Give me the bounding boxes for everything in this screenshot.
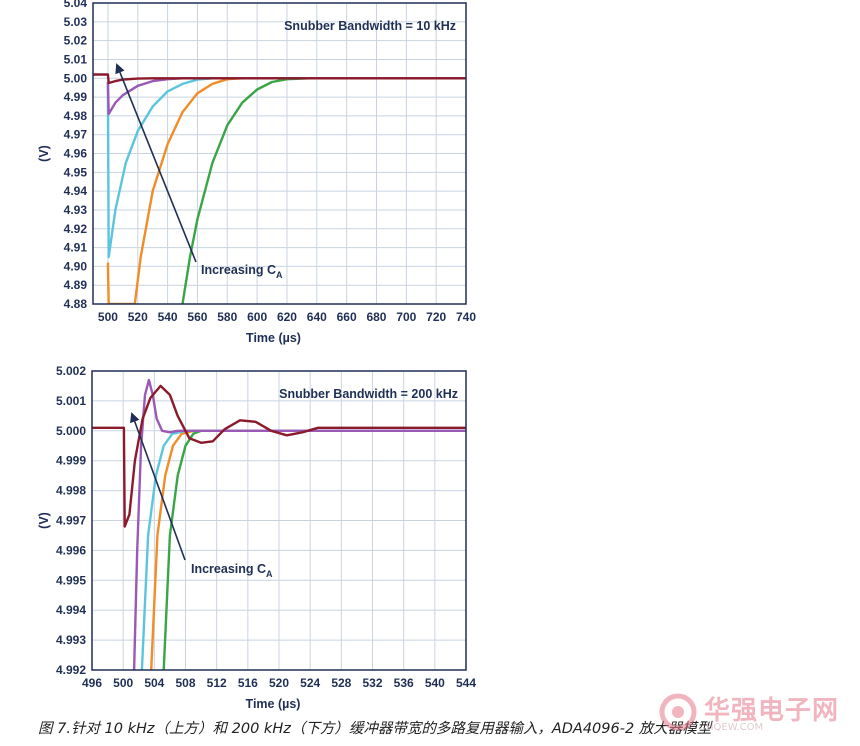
watermark-logo: 华强电子网 HQEW.COM bbox=[656, 690, 856, 740]
x-tick-label: 528 bbox=[331, 676, 351, 690]
y-tick-label: 4.99 bbox=[64, 90, 88, 104]
y-tick-label: 4.998 bbox=[56, 484, 86, 498]
series-line-5 bbox=[93, 73, 466, 85]
y-tick-label: 4.996 bbox=[56, 543, 86, 557]
x-tick-label: 500 bbox=[98, 310, 118, 324]
y-tick-label: 4.94 bbox=[64, 184, 88, 198]
y-tick-label: 4.91 bbox=[64, 241, 88, 255]
y-axis-label: (V) bbox=[37, 512, 51, 529]
x-tick-label: 504 bbox=[144, 676, 164, 690]
y-tick-label: 4.93 bbox=[64, 203, 88, 217]
y-tick-label: 4.999 bbox=[56, 454, 86, 468]
ca-subscript: A bbox=[276, 270, 283, 280]
x-tick-label: 520 bbox=[269, 676, 289, 690]
y-tick-label: 4.92 bbox=[64, 222, 88, 236]
x-tick-label: 524 bbox=[300, 676, 320, 690]
y-tick-label: 5.04 bbox=[64, 0, 88, 10]
x-tick-label: 496 bbox=[82, 676, 102, 690]
figure-caption: 图 7.针对 10 kHz（上方）和 200 kHz（下方）缓冲器带宽的多路复用… bbox=[38, 721, 712, 737]
y-tick-label: 5.002 bbox=[56, 364, 86, 378]
y-tick-label: 4.997 bbox=[56, 514, 86, 528]
x-tick-label: 508 bbox=[175, 676, 195, 690]
y-axis-label: (V) bbox=[37, 145, 51, 162]
y-tick-label: 5.000 bbox=[56, 424, 86, 438]
increasing-ca-arrow bbox=[115, 63, 197, 263]
chart-2: 496 500 504 508 512 516 520 524 528 532 536 540 544 4… bbox=[37, 364, 476, 711]
y-tick-label: 5.03 bbox=[64, 15, 88, 29]
y-tick-label: 4.995 bbox=[56, 573, 86, 587]
watermark-url: HQEW.COM bbox=[706, 722, 764, 733]
y-tick-label: 4.88 bbox=[64, 297, 88, 311]
x-tick-label: 680 bbox=[366, 310, 386, 324]
x-tick-label: 516 bbox=[238, 676, 258, 690]
x-axis-label: Time (µs) bbox=[246, 331, 301, 345]
x-tick-label: 540 bbox=[158, 310, 178, 324]
x-tick-label: 600 bbox=[247, 310, 267, 324]
x-tick-label: 540 bbox=[425, 676, 445, 690]
increasing-ca-label: Increasing CA bbox=[191, 562, 273, 579]
increasing-ca-label: Increasing CA bbox=[201, 263, 283, 280]
x-tick-label: 660 bbox=[337, 310, 357, 324]
x-tick-label: 720 bbox=[426, 310, 446, 324]
y-tick-label: 4.98 bbox=[64, 109, 88, 123]
x-tick-label: 700 bbox=[396, 310, 416, 324]
y-tick-label: 4.90 bbox=[64, 259, 88, 273]
y-tick-label: 4.993 bbox=[56, 633, 86, 647]
watermark-text: 华强电子网 bbox=[704, 696, 840, 726]
y-tick-label: 5.02 bbox=[64, 34, 88, 48]
x-tick-label: 512 bbox=[207, 676, 227, 690]
y-tick-label: 4.96 bbox=[64, 147, 88, 161]
x-tick-label: 560 bbox=[187, 310, 207, 324]
x-axis-label: Time (µs) bbox=[246, 697, 301, 711]
x-tick-label: 532 bbox=[362, 676, 382, 690]
ca-subscript: A bbox=[266, 569, 273, 579]
x-tick-label: 500 bbox=[113, 676, 133, 690]
y-tick-label: 4.89 bbox=[64, 278, 88, 292]
plot-frame bbox=[92, 2, 467, 305]
y-tick-label: 5.01 bbox=[64, 52, 88, 66]
x-tick-label: 544 bbox=[456, 676, 476, 690]
watermark-icon bbox=[659, 693, 697, 731]
x-tick-label: 740 bbox=[456, 310, 476, 324]
chart-1: 500 520 540 560 580 600 620 640 660 680 700 720 740 4… bbox=[37, 0, 476, 345]
y-tick-label: 4.992 bbox=[56, 663, 86, 677]
y-tick-label: 4.95 bbox=[64, 165, 88, 179]
bandwidth-annotation: Snubber Bandwidth = 200 kHz bbox=[279, 387, 458, 401]
y-tick-label: 4.97 bbox=[64, 128, 88, 142]
y-tick-label: 5.00 bbox=[64, 71, 88, 85]
increasing-ca-arrow bbox=[130, 412, 186, 561]
y-tick-label: 4.994 bbox=[56, 603, 86, 617]
y-tick-label: 5.001 bbox=[56, 394, 86, 408]
x-tick-label: 580 bbox=[217, 310, 237, 324]
bandwidth-annotation: Snubber Bandwidth = 10 kHz bbox=[284, 19, 456, 33]
series-line-5 bbox=[92, 384, 466, 528]
x-tick-label: 520 bbox=[128, 310, 148, 324]
x-tick-label: 536 bbox=[394, 676, 414, 690]
x-tick-label: 620 bbox=[277, 310, 297, 324]
x-tick-label: 640 bbox=[307, 310, 327, 324]
plot-frame bbox=[91, 370, 467, 671]
